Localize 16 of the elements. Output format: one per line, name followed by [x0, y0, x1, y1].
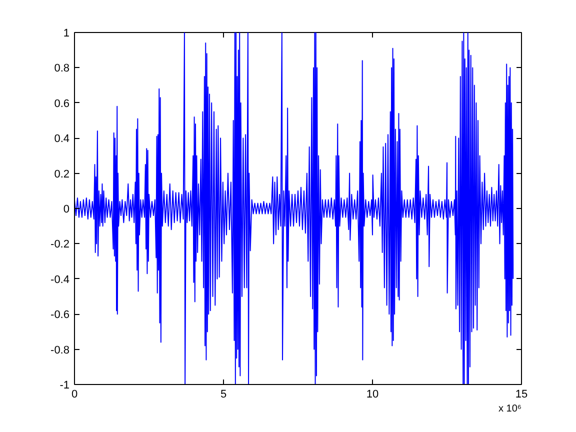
- y-tick-label: -0.8: [50, 344, 70, 356]
- y-tick-label: -1: [60, 380, 70, 392]
- x-tick-label: 10: [366, 388, 379, 400]
- y-tick-label: 0.4: [54, 133, 70, 146]
- y-tick-label: 0: [63, 204, 70, 216]
- y-tick-label: -0.6: [50, 309, 70, 322]
- y-tick-label: 0.6: [54, 98, 70, 110]
- y-tick-label: 0.2: [54, 168, 70, 180]
- y-tick-label: 0.8: [54, 62, 70, 75]
- x-tick-label: 15: [515, 388, 528, 400]
- x-tick-label: 0: [71, 388, 78, 400]
- y-tick-label: -0.4: [50, 274, 70, 286]
- y-tick-label: -0.2: [50, 238, 70, 251]
- x-tick-label: 5: [220, 388, 227, 400]
- text: x 10⁶: [498, 404, 522, 414]
- y-tick-label: 1: [63, 28, 70, 40]
